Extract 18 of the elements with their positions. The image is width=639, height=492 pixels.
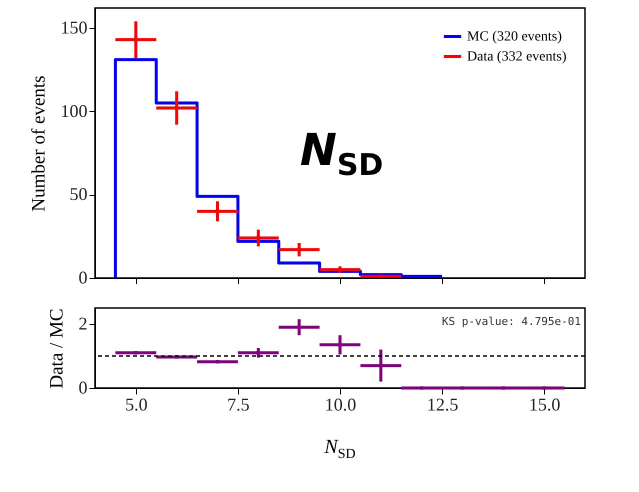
y-tick-label: 150 [60,18,88,38]
y-tick-label: 0 [78,378,88,398]
x-tick-label: 12.5 [426,394,458,414]
y-tick-label: 50 [70,184,88,204]
y-tick-label: 2 [78,314,88,334]
x-tick-label: 10.0 [324,394,356,414]
legend-label: MC (320 events) [467,30,562,44]
y-axis-title: Data / MC [46,308,68,389]
y-tick-label: 0 [78,268,88,288]
annotation: N$_{SD}$ [300,125,384,183]
annotation: KS p-value: 4.795e-01 [442,315,581,328]
x-axis-title: N$_{SD}$ [323,436,357,463]
x-tick-label: 15.0 [528,394,560,414]
x-tick-label: 5.0 [125,394,148,414]
legend-label: Data (332 events) [467,50,567,64]
y-axis-title: Number of events [28,75,50,212]
y-tick-label: 100 [60,100,88,121]
x-tick-label: 7.5 [227,394,250,414]
